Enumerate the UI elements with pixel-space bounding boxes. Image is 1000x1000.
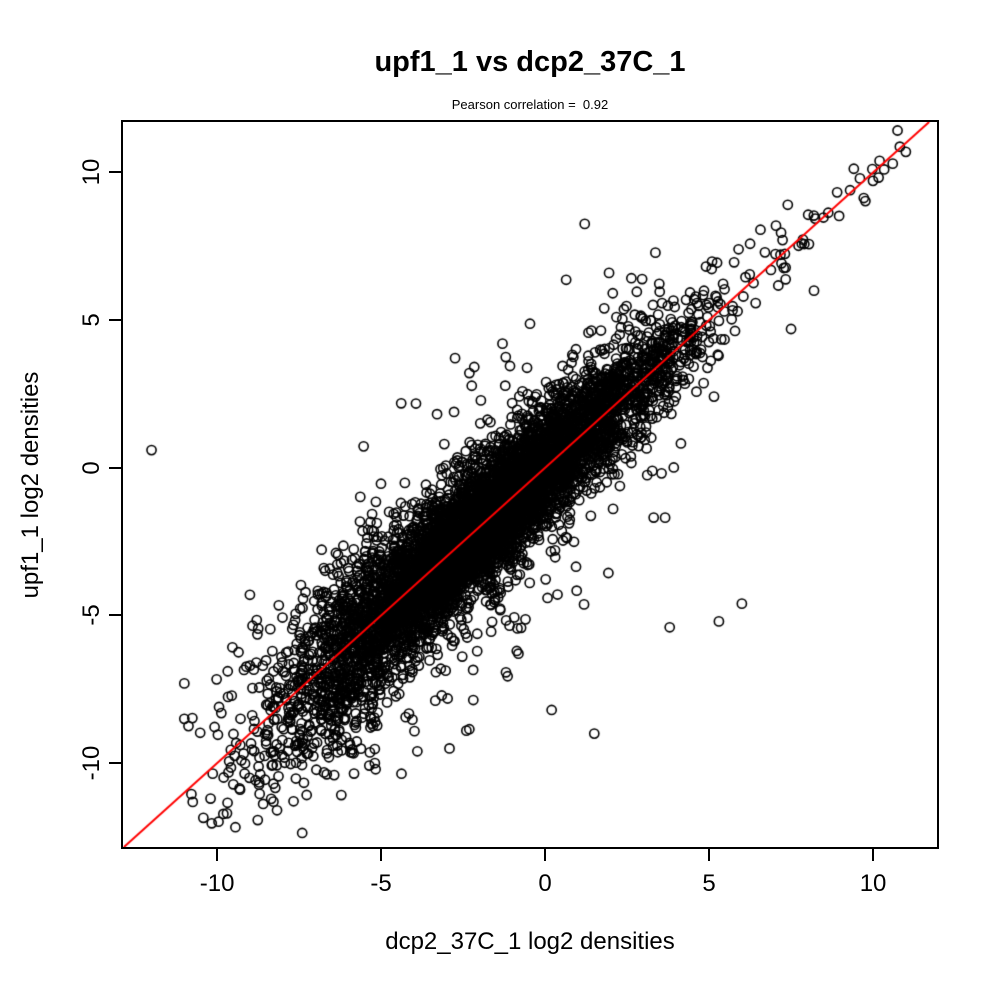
plot-title: upf1_1 vs dcp2_37C_1 [374, 46, 686, 78]
x-tick-label: -10 [199, 870, 235, 897]
x-tick-mark [708, 849, 711, 861]
scatter-canvas [123, 122, 937, 847]
x-tick-mark [544, 849, 547, 861]
y-tick-label: 10 [78, 159, 105, 186]
x-tick-label: -5 [370, 870, 392, 897]
y-tick-mark [109, 466, 121, 469]
y-tick-mark [109, 319, 121, 322]
y-tick-mark [109, 171, 121, 174]
x-tick-mark [380, 849, 383, 861]
plot-subtitle: Pearson correlation = 0.92 [451, 97, 609, 112]
x-tick-mark [216, 849, 219, 861]
y-axis-label: upf1_1 log2 densities [17, 371, 44, 599]
x-tick-label: 5 [702, 870, 716, 897]
y-tick-label: 0 [78, 461, 105, 475]
x-tick-label: 10 [859, 870, 887, 897]
y-tick-label: -5 [78, 604, 105, 627]
x-axis-label: dcp2_37C_1 log2 densities [385, 928, 675, 955]
x-tick-label: 0 [538, 870, 552, 897]
y-tick-mark [109, 762, 121, 765]
plot-area [121, 120, 939, 849]
y-tick-label: -10 [78, 745, 105, 781]
x-tick-mark [872, 849, 875, 861]
y-tick-label: 5 [78, 313, 105, 327]
y-tick-mark [109, 614, 121, 617]
